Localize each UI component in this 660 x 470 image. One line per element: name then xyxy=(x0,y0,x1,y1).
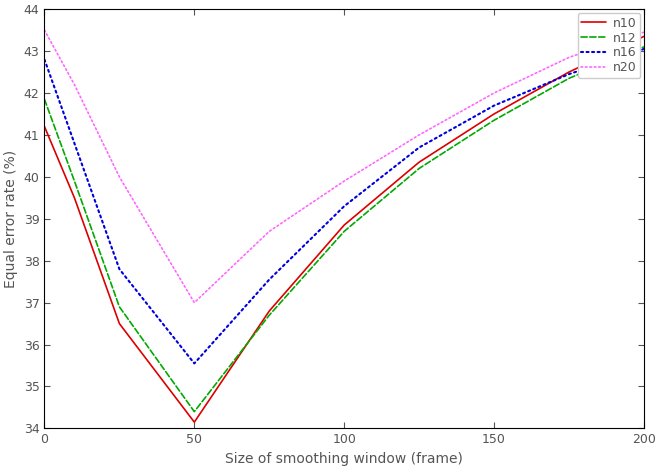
n10 xyxy=(265,308,273,314)
n12 xyxy=(40,96,48,102)
n10 xyxy=(565,69,573,75)
n12 xyxy=(115,304,123,310)
n16 xyxy=(115,266,123,272)
n16 xyxy=(265,277,273,282)
n12 xyxy=(415,165,423,171)
n20 xyxy=(490,90,498,96)
n20 xyxy=(415,132,423,138)
n16 xyxy=(340,204,348,209)
n12 xyxy=(490,118,498,123)
Y-axis label: Equal error rate (%): Equal error rate (%) xyxy=(4,150,18,288)
n10 xyxy=(190,419,198,425)
n10 xyxy=(40,124,48,129)
n20 xyxy=(265,228,273,234)
n20 xyxy=(115,174,123,180)
n10 xyxy=(71,195,79,201)
n10 xyxy=(490,111,498,117)
n20 xyxy=(71,82,79,87)
n12 xyxy=(190,409,198,415)
Line: n10: n10 xyxy=(44,36,644,422)
n20 xyxy=(40,27,48,33)
n16 xyxy=(490,103,498,109)
n12 xyxy=(265,313,273,318)
n16 xyxy=(71,141,79,146)
n16 xyxy=(415,145,423,150)
X-axis label: Size of smoothing window (frame): Size of smoothing window (frame) xyxy=(225,452,463,466)
n16 xyxy=(565,71,573,77)
n16 xyxy=(640,46,648,52)
n16 xyxy=(190,360,198,366)
Line: n16: n16 xyxy=(44,49,644,363)
n10 xyxy=(640,33,648,39)
n12 xyxy=(340,228,348,234)
n12 xyxy=(71,178,79,184)
n12 xyxy=(565,76,573,81)
Line: n12: n12 xyxy=(44,47,644,412)
n10 xyxy=(340,222,348,228)
n16 xyxy=(40,57,48,63)
n10 xyxy=(415,159,423,165)
n20 xyxy=(340,178,348,184)
Line: n20: n20 xyxy=(44,30,644,303)
n20 xyxy=(565,55,573,60)
n20 xyxy=(190,300,198,306)
n10 xyxy=(115,321,123,327)
n12 xyxy=(640,44,648,50)
n20 xyxy=(640,30,648,35)
Legend: n10, n12, n16, n20: n10, n12, n16, n20 xyxy=(578,13,640,78)
